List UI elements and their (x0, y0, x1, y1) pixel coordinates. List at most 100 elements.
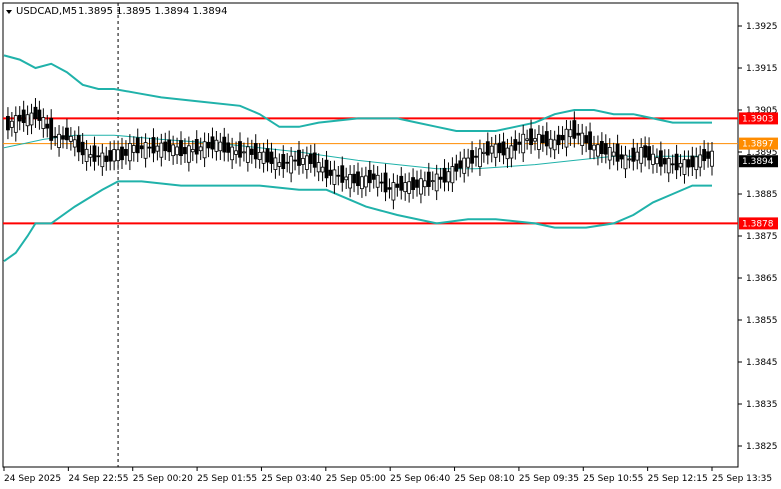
price-axis: 1.3925 1.3915 1.3905 1.3895 1.3885 1.3875 1.38… (738, 22, 778, 452)
candle (501, 132, 506, 165)
candle (245, 137, 250, 172)
candle (619, 145, 624, 169)
candle (348, 165, 353, 198)
y-tick-label: 1.3855 (746, 316, 778, 326)
y-tick-label: 1.3895 (746, 148, 778, 158)
candle (25, 105, 30, 135)
candle (552, 130, 557, 160)
y-tick-label: 1.3825 (746, 442, 778, 452)
candle (395, 174, 400, 197)
y-tick-label: 1.3835 (746, 400, 778, 410)
candle (21, 100, 26, 132)
candle (379, 172, 384, 192)
candle (556, 125, 561, 154)
candle (442, 159, 447, 192)
candle (226, 133, 231, 162)
candle (710, 141, 714, 176)
candle (367, 161, 372, 192)
candle (269, 142, 274, 173)
candle (37, 100, 42, 130)
x-tick-label: 24 Sep 22:55 (68, 474, 128, 484)
candle (674, 144, 679, 180)
candle (513, 130, 518, 160)
candle (466, 148, 471, 177)
candle (222, 127, 227, 162)
candle (308, 144, 313, 173)
candle (415, 170, 419, 197)
candle (615, 134, 620, 171)
candle (304, 146, 309, 179)
candle (249, 139, 254, 164)
candle (9, 112, 14, 137)
candle (537, 125, 541, 159)
candle (485, 132, 490, 165)
candle (662, 149, 667, 174)
series-band-middle (3, 134, 712, 170)
candle (446, 162, 451, 192)
candle (179, 131, 183, 165)
candle (419, 169, 423, 204)
candle (108, 141, 113, 171)
x-tick-label: 25 Sep 06:40 (390, 474, 450, 484)
candle (647, 137, 651, 170)
candle (403, 173, 408, 201)
candle (544, 122, 549, 156)
candle (580, 123, 585, 155)
x-tick-label: 25 Sep 08:10 (455, 474, 515, 484)
candle (49, 109, 54, 150)
dropdown-arrow-icon[interactable] (6, 10, 12, 14)
candle (572, 111, 577, 148)
candle (6, 107, 10, 140)
candle (603, 134, 608, 164)
candle (363, 166, 368, 197)
candle (670, 154, 675, 174)
candle (116, 140, 120, 170)
y-tick-label: 1.3925 (746, 22, 778, 32)
candle (131, 136, 136, 162)
candle (151, 128, 156, 163)
chart-header: USDCAD,M5 1.3895 1.3895 1.3894 1.3894 (6, 6, 228, 17)
x-tick-label: 24 Sep 2025 (4, 474, 61, 484)
candle (155, 136, 160, 161)
candle (356, 162, 360, 195)
candle (422, 171, 427, 196)
y-tick-label: 1.3865 (746, 274, 778, 284)
candle (584, 126, 589, 153)
candle (517, 132, 522, 154)
candle (234, 141, 238, 164)
candle (88, 145, 93, 167)
candle (65, 118, 69, 150)
candle (261, 142, 266, 173)
candle (41, 108, 46, 138)
price-tags: 1.3903 1.3897 1.3878 1.3894 (739, 112, 778, 230)
candle (80, 133, 85, 165)
svg-text:1.3878: 1.3878 (742, 219, 774, 229)
candle (458, 151, 463, 178)
candle (289, 146, 294, 183)
candle (655, 148, 659, 173)
candle (316, 153, 321, 182)
candle (13, 106, 18, 142)
candle (53, 127, 58, 146)
candle (371, 164, 376, 189)
candle (454, 154, 459, 181)
candle (163, 132, 168, 160)
x-tick-label: 25 Sep 03:40 (261, 474, 321, 484)
candle (434, 164, 439, 201)
x-tick-label: 25 Sep 05:00 (326, 474, 386, 484)
candle (450, 157, 455, 193)
candle (588, 122, 592, 159)
candle (387, 178, 392, 199)
x-tick-label: 25 Sep 09:35 (519, 474, 579, 484)
y-tick-label: 1.3905 (746, 106, 778, 116)
candle (143, 133, 148, 168)
candle (568, 120, 573, 146)
candle (611, 142, 616, 166)
candle (497, 133, 502, 162)
candle (481, 143, 486, 163)
x-tick-label: 25 Sep 12:15 (648, 474, 708, 484)
candle (548, 130, 553, 158)
candle (84, 140, 89, 171)
